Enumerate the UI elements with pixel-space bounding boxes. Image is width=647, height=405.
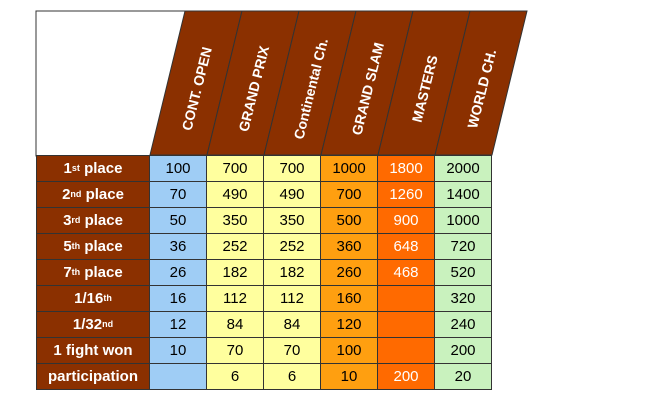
row-label: 1/16 th [37, 286, 150, 312]
points-cell: 6 [264, 364, 321, 390]
points-cell: 112 [207, 286, 264, 312]
points-cell: 350 [207, 208, 264, 234]
points-cell: 12 [150, 312, 207, 338]
points-cell: 100 [150, 156, 207, 182]
points-cell: 252 [264, 234, 321, 260]
points-cell: 84 [264, 312, 321, 338]
points-cell: 1000 [435, 208, 492, 234]
row-label: 1/32 nd [37, 312, 150, 338]
points-cell: 648 [378, 234, 435, 260]
points-cell: 84 [207, 312, 264, 338]
points-cell: 240 [435, 312, 492, 338]
points-cell: 160 [321, 286, 378, 312]
column-header-band: CONT. OPEN GRAND PRIX Continental Ch. GRAND… [35, 10, 528, 157]
points-cell: 70 [150, 182, 207, 208]
points-cell: 2000 [435, 156, 492, 182]
points-cell: 26 [150, 260, 207, 286]
row-label: participation [37, 364, 150, 390]
points-cell: 50 [150, 208, 207, 234]
points-cell: 350 [264, 208, 321, 234]
points-cell: 320 [435, 286, 492, 312]
points-cell: 260 [321, 260, 378, 286]
points-cell: 182 [207, 260, 264, 286]
points-cell: 360 [321, 234, 378, 260]
points-cell: 10 [150, 338, 207, 364]
points-cell: 100 [321, 338, 378, 364]
points-cell: 200 [378, 364, 435, 390]
points-cell [378, 312, 435, 338]
points-cell: 520 [435, 260, 492, 286]
points-cell: 20 [435, 364, 492, 390]
points-cell: 200 [435, 338, 492, 364]
points-cell: 10 [321, 364, 378, 390]
points-cell: 900 [378, 208, 435, 234]
points-cell: 120 [321, 312, 378, 338]
points-cell: 700 [264, 156, 321, 182]
points-cell: 252 [207, 234, 264, 260]
points-cell [378, 286, 435, 312]
points-cell: 1260 [378, 182, 435, 208]
points-cell: 16 [150, 286, 207, 312]
points-cell: 500 [321, 208, 378, 234]
points-cell: 1000 [321, 156, 378, 182]
points-cell: 6 [207, 364, 264, 390]
points-cell: 70 [207, 338, 264, 364]
points-cell: 1800 [378, 156, 435, 182]
points-cell: 490 [207, 182, 264, 208]
points-cell: 1400 [435, 182, 492, 208]
points-cell: 70 [264, 338, 321, 364]
points-cell: 112 [264, 286, 321, 312]
points-cell: 700 [207, 156, 264, 182]
points-cell: 182 [264, 260, 321, 286]
points-cell [150, 364, 207, 390]
points-cell: 36 [150, 234, 207, 260]
row-label: 1 fight won [37, 338, 150, 364]
points-cell: 700 [321, 182, 378, 208]
points-cell: 468 [378, 260, 435, 286]
points-cell: 720 [435, 234, 492, 260]
points-cell [378, 338, 435, 364]
points-cell: 490 [264, 182, 321, 208]
